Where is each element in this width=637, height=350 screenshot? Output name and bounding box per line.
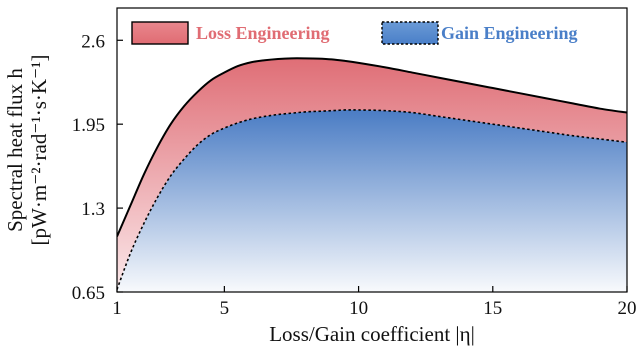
- axis-ticks: 1 5 10 15 200.651.31.952.6: [72, 31, 637, 319]
- legend-swatch-loss: [131, 21, 189, 45]
- x-tick-label: 15: [483, 298, 502, 319]
- x-axis-label: Loss/Gain coefficient |η|: [269, 322, 475, 346]
- y-axis-label: Spectral heat flux h: [3, 68, 27, 232]
- y-tick-label: 1.3: [81, 199, 105, 220]
- y-tick-label: 2.6: [81, 31, 105, 52]
- loss-engineering-line: [117, 57, 627, 237]
- legend-label-loss: Loss Engineering: [196, 23, 330, 43]
- x-tick-label: 5: [220, 298, 230, 319]
- plot-frame: [116, 7, 628, 293]
- y-tick-label: 1.95: [72, 115, 105, 136]
- y-tick-label: 0.65: [72, 283, 105, 304]
- gain-engineering-line: [117, 109, 627, 290]
- legend-swatch-gain: [381, 21, 439, 45]
- y-axis-unit-label: [pW·m⁻²·rad⁻¹·s·K⁻¹]: [27, 55, 51, 246]
- y-axis-label-group: Spectral heat flux h [pW·m⁻²·rad⁻¹·s·K⁻¹…: [3, 55, 51, 246]
- legend-label-gain: Gain Engineering: [441, 23, 578, 43]
- legend: Loss Engineering Gain Engineering: [131, 21, 578, 45]
- x-tick-label: 10: [349, 298, 368, 319]
- gain-engineering-area: [117, 109, 627, 292]
- x-tick-label: 20: [618, 298, 637, 319]
- loss-engineering-area: [117, 58, 627, 290]
- x-tick-label: 1: [112, 298, 122, 319]
